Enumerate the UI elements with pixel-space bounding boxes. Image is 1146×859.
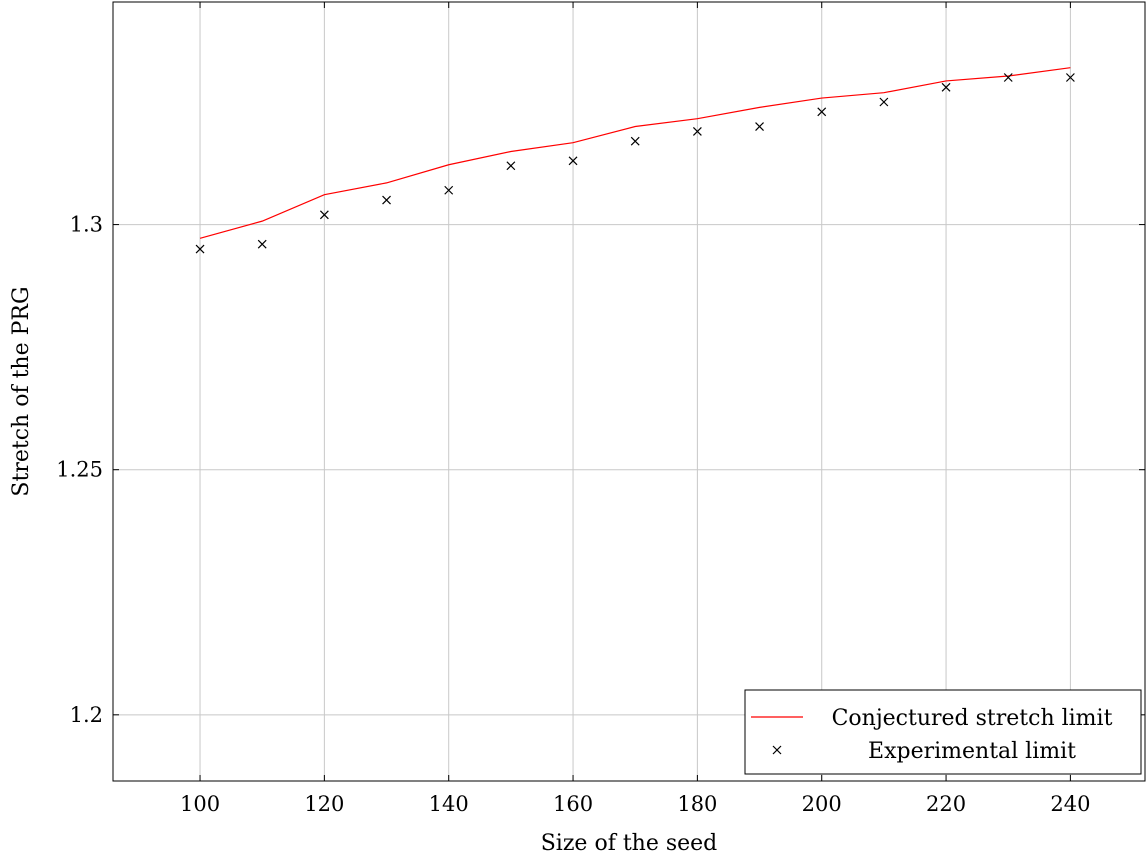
marker-stroke bbox=[941, 82, 951, 92]
legend-marker-swatch bbox=[772, 745, 782, 755]
experimental-point bbox=[382, 195, 391, 205]
experimental-point bbox=[506, 161, 516, 171]
tick-layer: 100 120 140 160 180 200 220 240 1.2 1.25 1.3 bbox=[56, 2, 1145, 816]
y-tick-label: 1.3 bbox=[70, 213, 103, 237]
experimental-point bbox=[817, 107, 827, 117]
legend: Conjectured stretch limit Experimental l… bbox=[744, 689, 1142, 775]
y-tick-label: 1.2 bbox=[70, 703, 103, 727]
x-axis-label: Size of the seed bbox=[541, 831, 718, 856]
plot-frame bbox=[112, 1, 1146, 782]
experimental-point bbox=[941, 82, 951, 92]
x-tick-label: 180 bbox=[677, 792, 717, 816]
marker-stroke bbox=[817, 107, 827, 117]
marker-stroke bbox=[257, 239, 267, 249]
x-tick-label: 120 bbox=[304, 792, 344, 816]
x-tick-label: 100 bbox=[180, 792, 220, 816]
x-tick-label: 140 bbox=[429, 792, 469, 816]
marker-stroke bbox=[444, 185, 454, 195]
marker-stroke bbox=[755, 122, 764, 131]
legend-label-experimental: Experimental limit bbox=[868, 739, 1076, 764]
series-conjectured-line bbox=[199, 67, 1071, 239]
series-layer bbox=[195, 67, 1075, 254]
marker-stroke bbox=[630, 136, 640, 146]
experimental-point bbox=[319, 210, 329, 220]
experimental-point bbox=[568, 156, 578, 166]
x-tick-label: 200 bbox=[802, 792, 842, 816]
y-tick-label: 1.25 bbox=[56, 458, 103, 482]
experimental-point bbox=[630, 136, 640, 146]
legend-box bbox=[744, 689, 1142, 775]
marker-stroke bbox=[506, 161, 516, 171]
legend-label-conjectured: Conjectured stretch limit bbox=[832, 706, 1113, 731]
experimental-point bbox=[755, 122, 764, 131]
x-tick-label: 220 bbox=[926, 792, 966, 816]
experimental-point bbox=[879, 97, 889, 107]
x-tick-label: 240 bbox=[1050, 792, 1090, 816]
marker-stroke bbox=[568, 156, 578, 166]
marker-stroke bbox=[195, 244, 205, 254]
legend-x-marker bbox=[772, 745, 782, 755]
marker-stroke bbox=[692, 127, 702, 136]
marker-stroke bbox=[772, 745, 782, 755]
experimental-point bbox=[1065, 73, 1075, 82]
y-axis-label: Stretch of the PRG bbox=[9, 286, 34, 496]
grid-layer bbox=[113, 2, 1145, 781]
marker-stroke bbox=[879, 97, 889, 107]
marker-stroke bbox=[382, 195, 391, 205]
experimental-point bbox=[692, 127, 702, 136]
marker-stroke bbox=[1003, 73, 1013, 82]
marker-stroke bbox=[1065, 73, 1075, 82]
experimental-point bbox=[257, 239, 267, 249]
experimental-point bbox=[1003, 73, 1013, 82]
experimental-point bbox=[195, 244, 205, 254]
marker-stroke bbox=[319, 210, 329, 220]
x-tick-label: 160 bbox=[553, 792, 593, 816]
experimental-point bbox=[444, 185, 454, 195]
